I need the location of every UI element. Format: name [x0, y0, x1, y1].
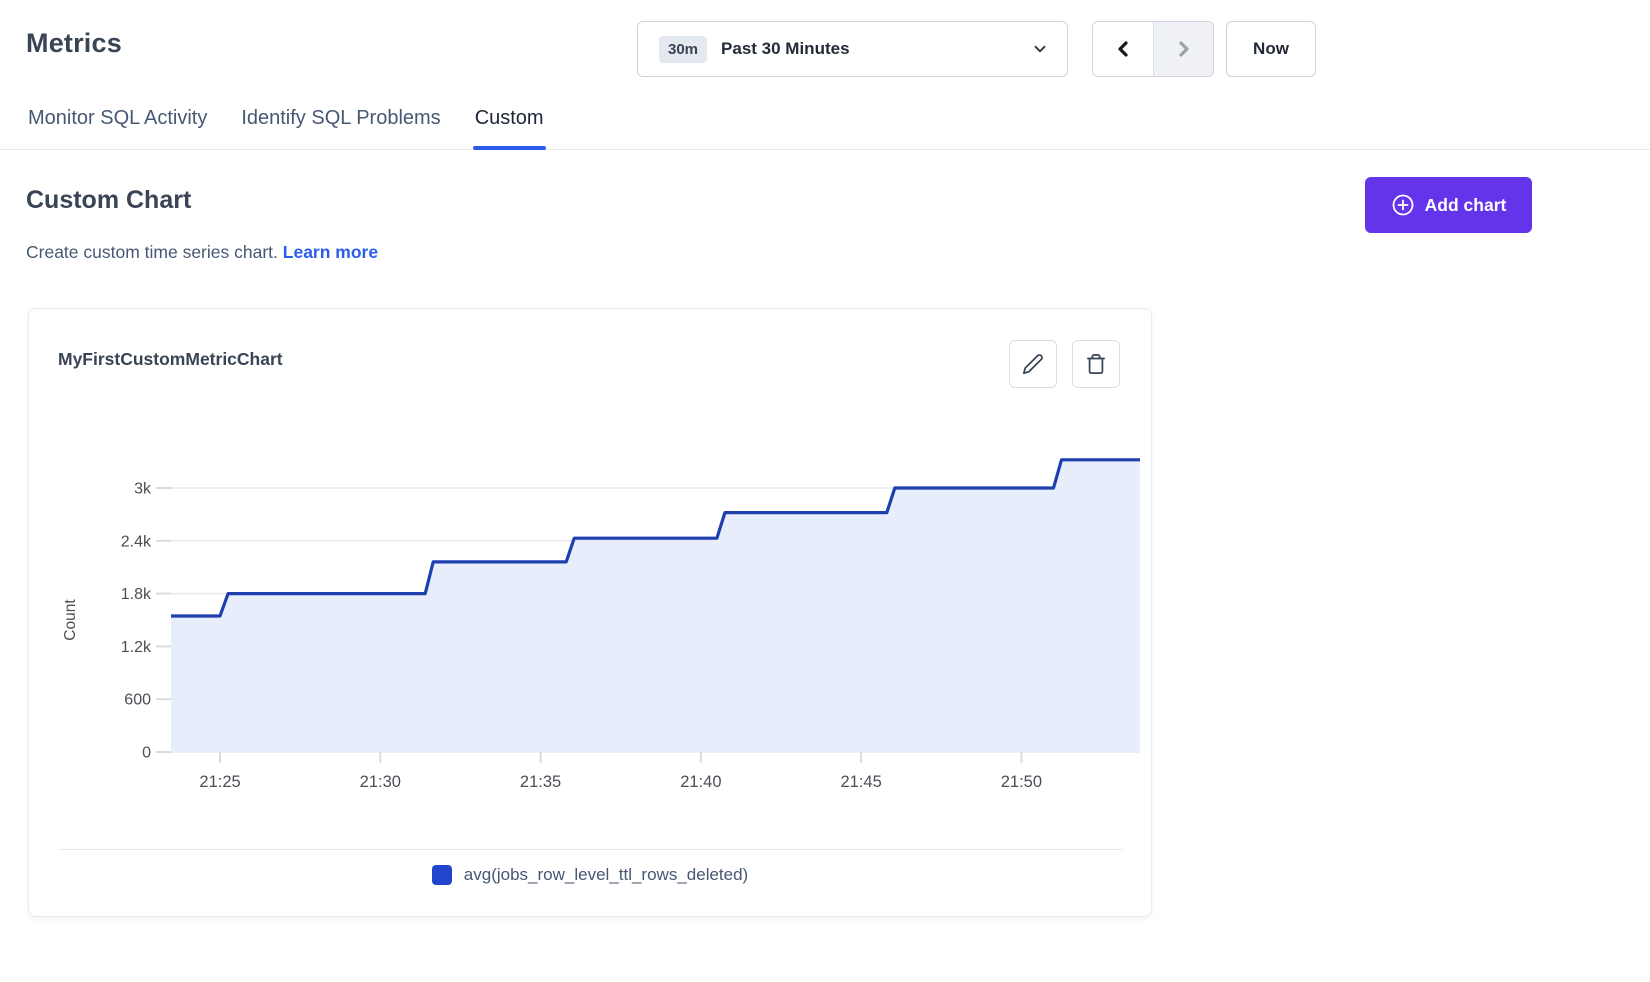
time-range-label: Past 30 Minutes [721, 39, 1031, 59]
svg-text:21:35: 21:35 [520, 773, 561, 791]
chart-title: MyFirstCustomMetricChart [58, 349, 283, 370]
timeseries-chart[interactable]: 0 600 1.2k 1.8k 2.4k 3k 21:25 21:30 21:35 21:40 21… [29, 421, 1153, 811]
svg-text:600: 600 [124, 692, 151, 709]
svg-text:Count: Count [62, 599, 79, 641]
svg-text:1.8k: 1.8k [121, 586, 152, 603]
legend-label: avg(jobs_row_level_ttl_rows_deleted) [464, 865, 748, 885]
svg-text:21:50: 21:50 [1001, 773, 1042, 791]
page-title: Metrics [26, 28, 122, 59]
add-chart-button[interactable]: Add chart [1365, 177, 1532, 233]
chevron-left-icon [1111, 37, 1135, 61]
card-divider [58, 849, 1122, 850]
metrics-page: Metrics 30m Past 30 Minutes Now Monitor … [0, 0, 1650, 982]
delete-chart-button[interactable] [1072, 340, 1120, 388]
active-tab-underline [473, 146, 546, 150]
tab-monitor-sql-activity[interactable]: Monitor SQL Activity [26, 103, 209, 149]
legend-swatch [432, 865, 452, 885]
time-back-button[interactable] [1093, 22, 1153, 76]
chart-legend: avg(jobs_row_level_ttl_rows_deleted) [29, 865, 1151, 885]
svg-text:21:40: 21:40 [680, 773, 721, 791]
svg-text:1.2k: 1.2k [121, 639, 152, 656]
time-range-dropdown[interactable]: 30m Past 30 Minutes [637, 21, 1068, 77]
edit-chart-button[interactable] [1009, 340, 1057, 388]
svg-text:3k: 3k [134, 481, 152, 498]
section-description: Create custom time series chart. Learn m… [26, 242, 378, 263]
svg-text:2.4k: 2.4k [121, 533, 152, 550]
tab-identify-sql-problems[interactable]: Identify SQL Problems [239, 103, 442, 149]
time-range-badge: 30m [659, 36, 707, 63]
tab-custom[interactable]: Custom [473, 103, 546, 149]
section-heading: Custom Chart [26, 186, 191, 215]
svg-text:21:25: 21:25 [199, 773, 240, 791]
chevron-down-icon [1031, 40, 1049, 58]
svg-text:21:45: 21:45 [840, 773, 881, 791]
metrics-tabs: Monitor SQL Activity Identify SQL Proble… [0, 103, 1650, 150]
pencil-icon [1022, 353, 1044, 375]
custom-chart-card: MyFirstCustomMetricChart 0 600 1.2k 1.8k 2.4… [28, 308, 1152, 917]
svg-text:0: 0 [142, 745, 151, 762]
now-button[interactable]: Now [1226, 21, 1316, 77]
plus-circle-icon [1391, 193, 1415, 217]
learn-more-link[interactable]: Learn more [283, 242, 378, 262]
chevron-right-icon [1172, 37, 1196, 61]
time-step-controls [1092, 21, 1214, 77]
time-forward-button[interactable] [1153, 22, 1213, 76]
svg-text:21:30: 21:30 [360, 773, 401, 791]
trash-icon [1085, 353, 1107, 375]
